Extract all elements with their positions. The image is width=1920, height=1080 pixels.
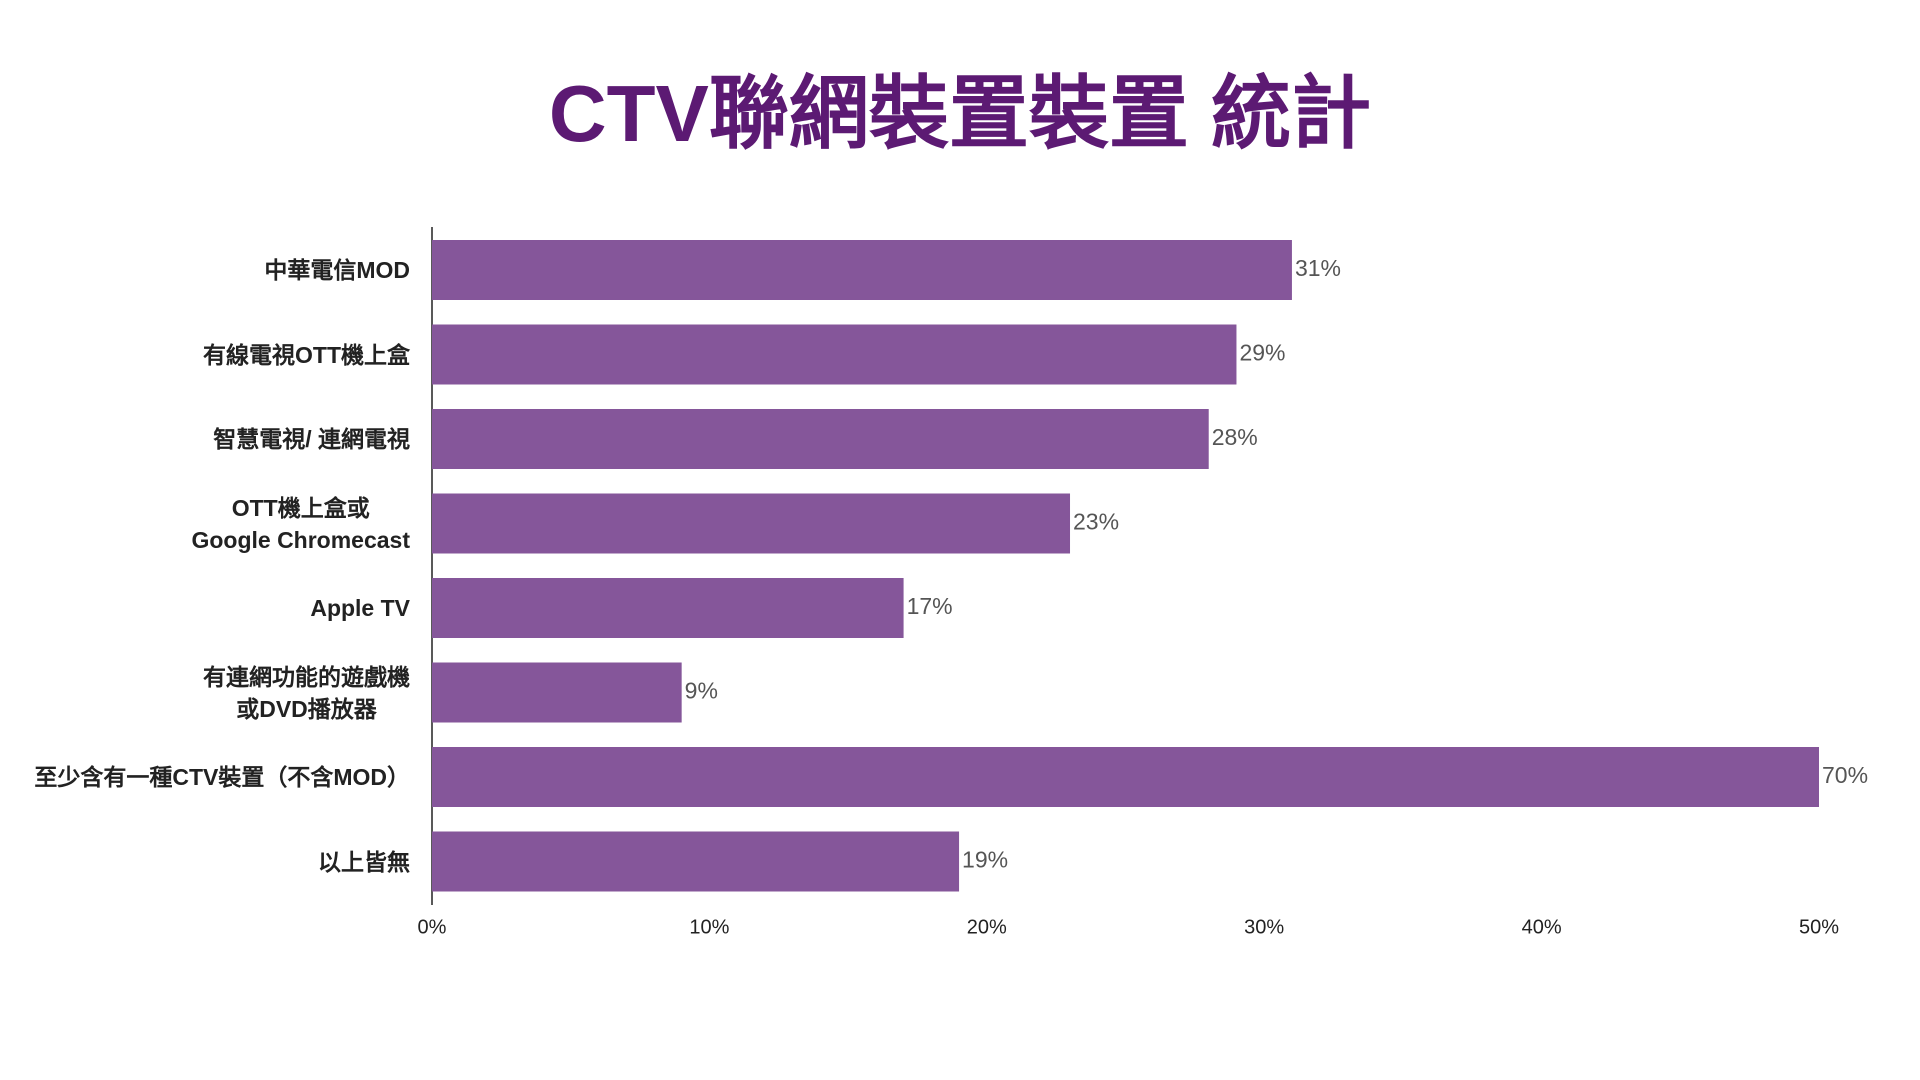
x-tick-label: 30% — [1244, 916, 1284, 938]
value-label: 70% — [1822, 762, 1868, 788]
category-label: 以上皆無 — [318, 848, 410, 875]
category-label: 有連網功能的遊戲機 或DVD播放器 — [203, 663, 410, 722]
x-tick-label: 50% — [1799, 916, 1839, 938]
bar — [432, 747, 1819, 807]
value-label: 19% — [962, 847, 1008, 873]
value-label: 29% — [1239, 340, 1285, 366]
category-label: Apple TV — [310, 594, 410, 621]
value-label: 31% — [1295, 255, 1341, 281]
x-tick-label: 0% — [418, 916, 447, 938]
bar — [432, 324, 1237, 385]
bar — [432, 662, 682, 723]
x-tick-label: 20% — [967, 916, 1007, 938]
chart-title: CTV聯網裝置裝置 統計 — [549, 69, 1371, 158]
x-tick-label: 40% — [1522, 916, 1562, 938]
bar — [432, 409, 1209, 469]
value-label: 23% — [1073, 509, 1119, 535]
category-label: 中華電信MOD — [264, 256, 410, 283]
category-label: 智慧電視/ 連網電視 — [213, 425, 410, 452]
bar — [432, 578, 904, 638]
x-tick-label: 10% — [689, 916, 729, 938]
category-label: 有線電視OTT機上盒 — [203, 341, 410, 368]
value-label: 9% — [685, 678, 718, 704]
bar — [432, 493, 1071, 554]
plot-area — [432, 240, 1819, 892]
category-label: 至少含有一種CTV裝置（不含MOD） — [34, 763, 410, 790]
value-label: 17% — [907, 593, 953, 619]
category-label: OTT機上盒或 Google Chromecast — [191, 494, 410, 553]
bar — [432, 831, 960, 892]
bar — [432, 240, 1292, 300]
value-label: 28% — [1212, 424, 1258, 450]
